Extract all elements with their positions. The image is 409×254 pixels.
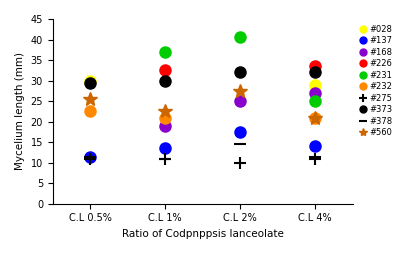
Legend: #028, #137, #168, #226, #231, #232, #275, #373, #378, #560: #028, #137, #168, #226, #231, #232, #275… xyxy=(357,23,394,139)
X-axis label: Ratio of Codpnppsis lanceolate: Ratio of Codpnppsis lanceolate xyxy=(122,229,283,239)
Y-axis label: Mycelium length (mm): Mycelium length (mm) xyxy=(15,52,25,170)
